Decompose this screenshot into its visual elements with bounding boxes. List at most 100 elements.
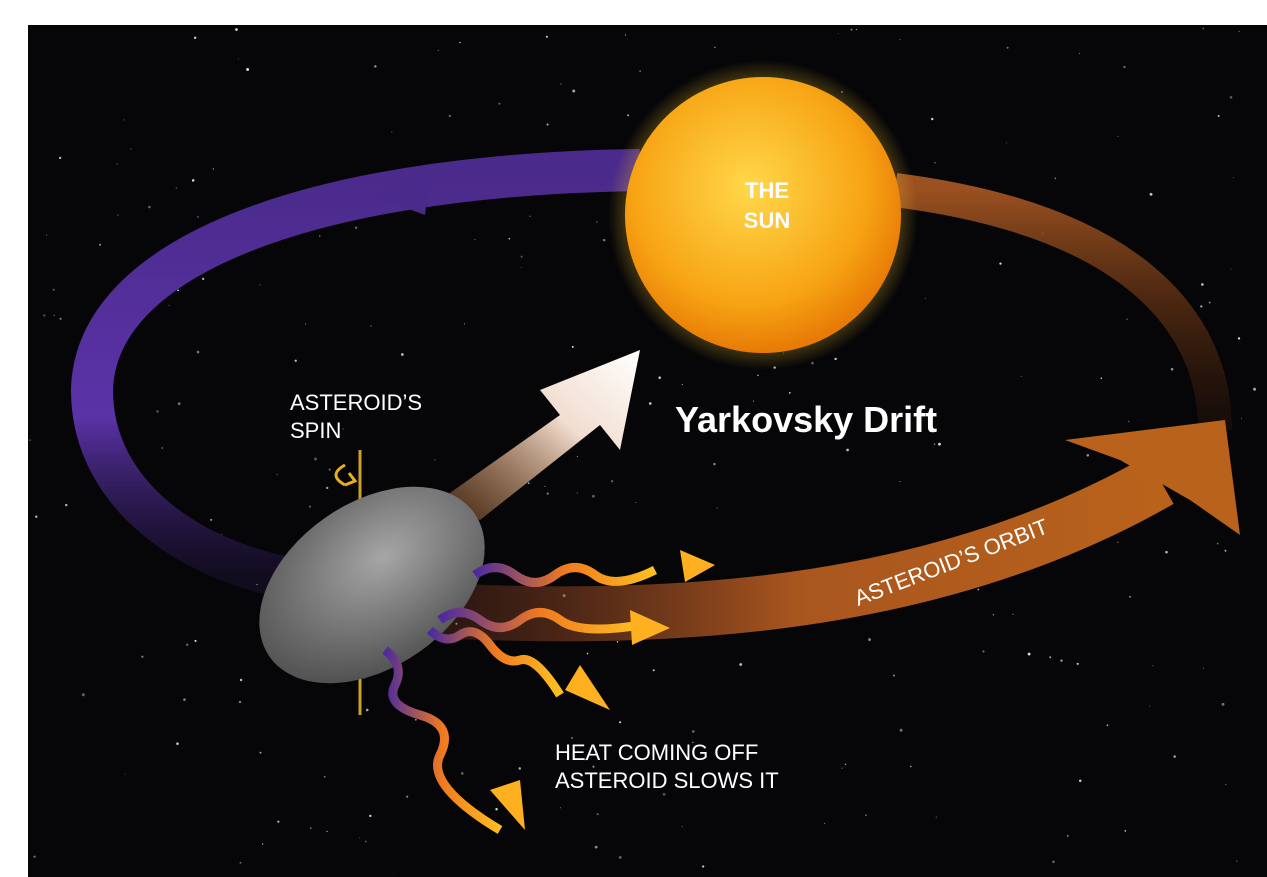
star xyxy=(617,641,618,642)
star xyxy=(1079,53,1080,54)
star xyxy=(547,123,549,125)
star xyxy=(401,353,404,356)
star xyxy=(202,278,204,280)
star xyxy=(625,34,626,35)
star xyxy=(1236,860,1237,861)
star xyxy=(1128,421,1130,423)
star xyxy=(197,216,199,218)
star xyxy=(577,456,578,457)
star xyxy=(1079,779,1082,782)
star xyxy=(635,502,636,503)
star xyxy=(1126,318,1127,319)
star xyxy=(529,215,531,217)
star xyxy=(547,493,549,495)
star xyxy=(194,37,196,39)
star xyxy=(619,856,622,859)
star xyxy=(169,305,170,306)
star xyxy=(194,640,196,642)
star xyxy=(571,737,573,739)
star xyxy=(925,298,926,299)
star xyxy=(834,358,836,360)
star xyxy=(587,653,589,655)
star xyxy=(982,650,984,652)
star xyxy=(156,410,158,412)
star xyxy=(495,808,497,810)
star xyxy=(714,47,716,49)
star xyxy=(1171,368,1174,371)
star xyxy=(369,815,371,817)
star xyxy=(597,813,599,815)
star xyxy=(1225,784,1226,785)
star xyxy=(213,168,214,169)
star xyxy=(310,827,312,829)
star xyxy=(124,119,125,120)
star xyxy=(519,767,521,769)
star xyxy=(544,486,545,487)
star xyxy=(117,215,118,216)
star xyxy=(474,239,475,240)
star xyxy=(934,444,935,445)
star xyxy=(235,28,238,31)
star xyxy=(717,507,718,508)
star xyxy=(639,70,640,71)
star xyxy=(1149,706,1150,707)
page: THE SUN Yarkovsky Drift ASTEROID’S SPIN … xyxy=(0,0,1267,877)
star xyxy=(1222,703,1225,706)
star xyxy=(161,447,163,449)
star xyxy=(1239,31,1240,32)
star xyxy=(326,831,327,832)
star xyxy=(1202,28,1203,29)
star xyxy=(649,402,652,405)
star xyxy=(1173,755,1175,757)
star xyxy=(702,865,704,867)
star xyxy=(59,157,61,159)
star xyxy=(1013,614,1014,615)
star xyxy=(1055,177,1057,179)
star xyxy=(577,493,578,494)
star xyxy=(845,764,846,765)
star xyxy=(314,457,317,460)
star xyxy=(449,115,451,117)
star xyxy=(295,360,297,362)
star xyxy=(130,148,131,149)
star xyxy=(1028,653,1031,656)
star xyxy=(176,187,177,188)
star xyxy=(824,823,825,824)
star xyxy=(560,807,561,808)
star xyxy=(499,103,501,105)
star xyxy=(1230,96,1233,99)
star xyxy=(692,730,695,733)
star xyxy=(46,235,47,236)
star xyxy=(1218,115,1220,117)
star xyxy=(596,221,597,222)
star xyxy=(595,846,598,849)
star xyxy=(789,392,791,394)
star xyxy=(1077,663,1079,665)
star xyxy=(846,449,849,452)
star xyxy=(374,65,376,67)
star xyxy=(1100,377,1102,379)
star xyxy=(1253,388,1256,391)
star xyxy=(1052,861,1054,863)
star xyxy=(82,693,85,696)
star xyxy=(546,36,548,38)
star xyxy=(260,284,261,285)
star xyxy=(811,362,814,365)
star xyxy=(1203,668,1204,669)
star xyxy=(658,376,661,379)
star xyxy=(370,325,372,327)
star xyxy=(1086,454,1089,457)
star xyxy=(54,315,55,316)
star xyxy=(619,721,621,723)
star xyxy=(851,29,853,31)
star xyxy=(713,463,715,465)
sun-label: THE xyxy=(745,178,789,203)
illustration: THE SUN Yarkovsky Drift ASTEROID’S SPIN … xyxy=(0,0,1267,877)
spin-label: SPIN xyxy=(290,418,341,443)
star xyxy=(1238,337,1240,339)
star xyxy=(259,752,261,754)
star xyxy=(868,638,871,641)
star xyxy=(391,131,392,132)
star xyxy=(841,768,842,769)
star xyxy=(934,162,935,163)
